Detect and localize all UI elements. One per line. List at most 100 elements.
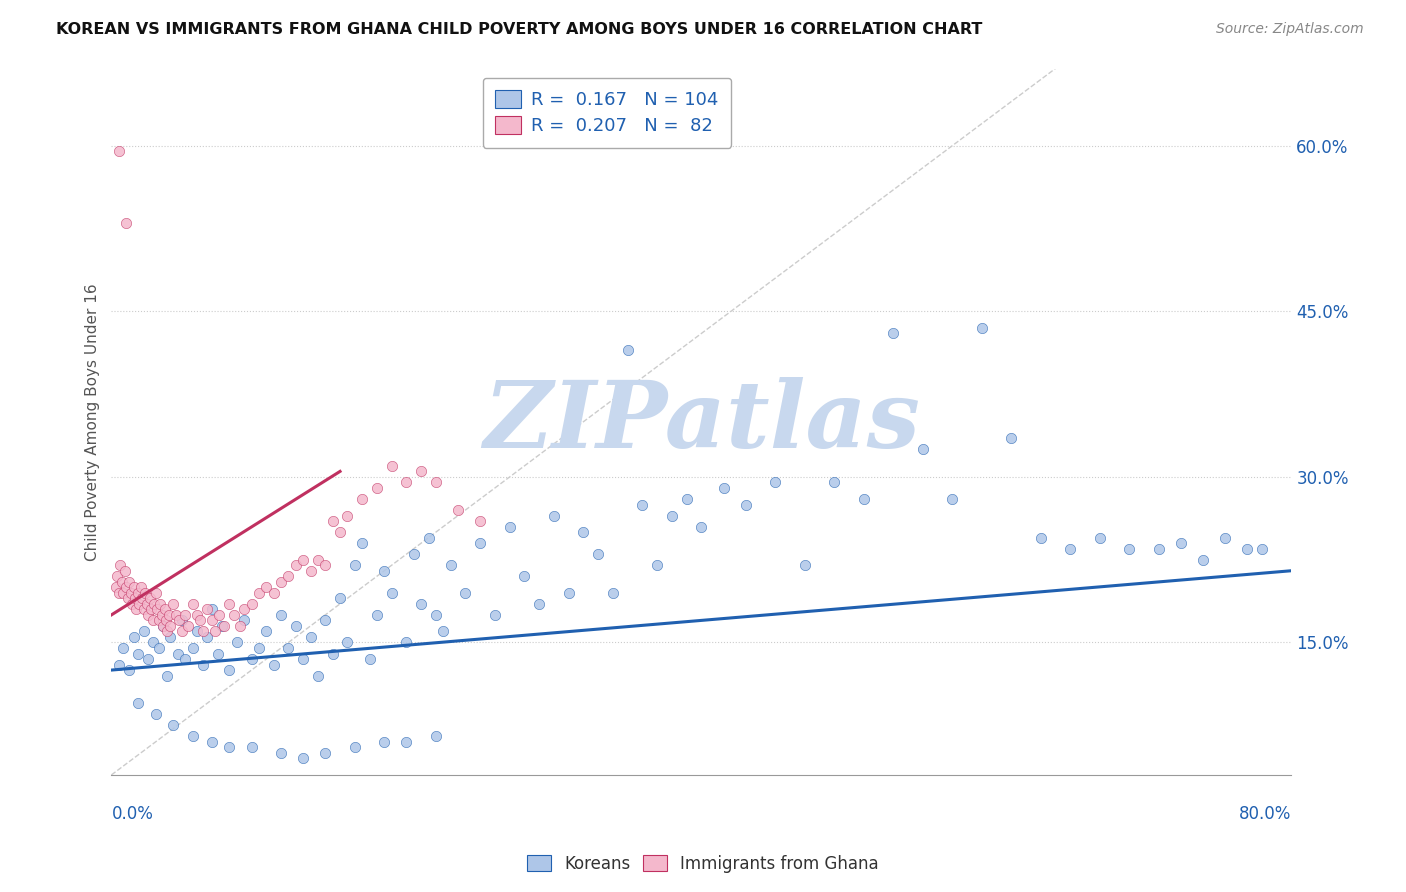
Point	[277, 640, 299, 655]
Point	[191, 657, 214, 672]
Point	[152, 619, 174, 633]
Point	[352, 536, 374, 550]
Point	[131, 591, 153, 606]
Point	[166, 647, 188, 661]
Point	[105, 569, 128, 583]
Point	[125, 602, 148, 616]
Point	[395, 635, 418, 649]
Point	[343, 558, 366, 573]
Point	[586, 547, 609, 561]
Point	[299, 630, 322, 644]
Point	[381, 586, 404, 600]
Point	[343, 740, 366, 755]
Point	[218, 740, 240, 755]
Legend: Koreans, Immigrants from Ghana: Koreans, Immigrants from Ghana	[520, 848, 886, 880]
Point	[543, 508, 565, 523]
Point	[411, 464, 433, 478]
Point	[557, 586, 579, 600]
Point	[277, 569, 299, 583]
Point	[155, 614, 177, 628]
Point	[240, 740, 263, 755]
Point	[1000, 431, 1022, 445]
Point	[314, 558, 336, 573]
Point	[107, 657, 129, 672]
Point	[373, 735, 395, 749]
Point	[143, 597, 166, 611]
Point	[499, 519, 522, 533]
Point	[484, 607, 506, 622]
Point	[114, 564, 136, 578]
Point	[470, 536, 492, 550]
Point	[121, 597, 143, 611]
Point	[218, 663, 240, 677]
Point	[150, 607, 173, 622]
Point	[141, 602, 163, 616]
Point	[165, 607, 187, 622]
Point	[284, 619, 307, 633]
Point	[645, 558, 668, 573]
Point	[373, 564, 395, 578]
Point	[148, 640, 170, 655]
Point	[307, 668, 329, 682]
Point	[395, 735, 418, 749]
Text: Source: ZipAtlas.com: Source: ZipAtlas.com	[1216, 22, 1364, 37]
Text: KOREAN VS IMMIGRANTS FROM GHANA CHILD POVERTY AMONG BOYS UNDER 16 CORRELATION CH: KOREAN VS IMMIGRANTS FROM GHANA CHILD PO…	[56, 22, 983, 37]
Point	[110, 558, 132, 573]
Point	[527, 597, 550, 611]
Text: 0.0%: 0.0%	[111, 805, 153, 823]
Point	[314, 746, 336, 760]
Point	[292, 652, 315, 666]
Point	[911, 442, 934, 457]
Point	[734, 498, 756, 512]
Point	[146, 602, 169, 616]
Point	[172, 614, 194, 628]
Point	[181, 640, 204, 655]
Y-axis label: Child Poverty Among Boys Under 16: Child Poverty Among Boys Under 16	[86, 283, 100, 560]
Point	[122, 580, 145, 594]
Point	[177, 619, 200, 633]
Point	[120, 586, 142, 600]
Point	[336, 635, 359, 649]
Point	[713, 481, 735, 495]
Point	[322, 514, 344, 528]
Point	[153, 602, 176, 616]
Point	[191, 624, 214, 639]
Point	[1192, 552, 1215, 566]
Point	[156, 668, 179, 682]
Point	[336, 508, 359, 523]
Point	[793, 558, 815, 573]
Point	[136, 607, 159, 622]
Point	[107, 145, 129, 159]
Point	[631, 498, 654, 512]
Point	[440, 558, 463, 573]
Point	[156, 624, 179, 639]
Point	[322, 647, 344, 661]
Point	[112, 586, 135, 600]
Point	[447, 503, 470, 517]
Point	[127, 696, 149, 710]
Point	[254, 624, 277, 639]
Point	[513, 569, 536, 583]
Point	[201, 735, 224, 749]
Point	[211, 619, 233, 633]
Point	[763, 475, 786, 490]
Point	[118, 663, 141, 677]
Point	[240, 652, 263, 666]
Point	[247, 586, 270, 600]
Point	[104, 580, 127, 594]
Point	[941, 491, 963, 506]
Point	[195, 630, 218, 644]
Point	[292, 751, 315, 765]
Point	[329, 525, 352, 540]
Point	[181, 729, 204, 743]
Point	[132, 602, 155, 616]
Point	[139, 591, 162, 606]
Point	[107, 586, 129, 600]
Point	[195, 602, 218, 616]
Point	[418, 531, 440, 545]
Point	[263, 657, 285, 672]
Point	[263, 586, 285, 600]
Point	[115, 580, 138, 594]
Point	[1213, 531, 1236, 545]
Point	[270, 607, 292, 622]
